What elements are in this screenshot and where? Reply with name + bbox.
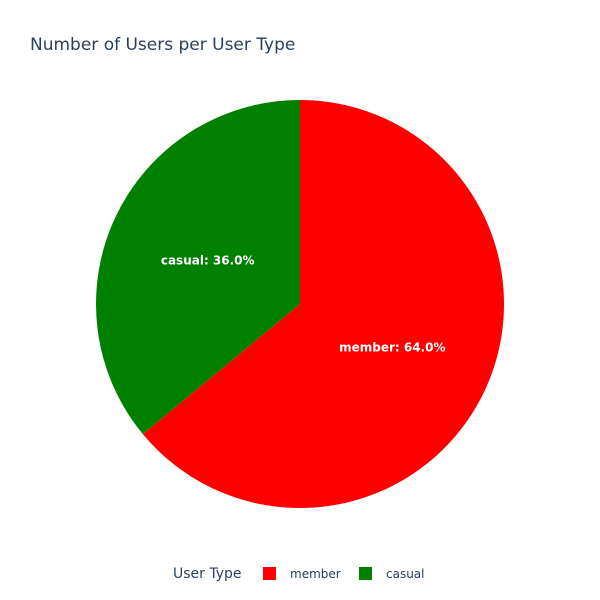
legend: User Type member casual <box>173 566 425 582</box>
legend-item-member[interactable]: member <box>263 567 341 581</box>
pie-slice-member <box>142 100 504 508</box>
legend-item-casual[interactable]: casual <box>359 567 425 581</box>
slice-label-casual: casual: 36.0% <box>161 254 255 268</box>
legend-swatch-member <box>263 567 276 580</box>
legend-swatch-casual <box>359 567 372 580</box>
legend-items: member casual <box>263 567 425 581</box>
pie-slice-casual <box>96 99 300 435</box>
legend-label-casual: casual <box>386 567 425 581</box>
legend-title: User Type <box>173 566 242 582</box>
slice-label-member: member: 64.0% <box>339 340 445 354</box>
chart-title: Number of Users per User Type <box>30 35 295 55</box>
legend-label-member: member <box>290 567 341 581</box>
pie-slice-labels: member: 64.0% casual: 36.0% <box>161 254 446 355</box>
pie-slices <box>96 99 504 508</box>
